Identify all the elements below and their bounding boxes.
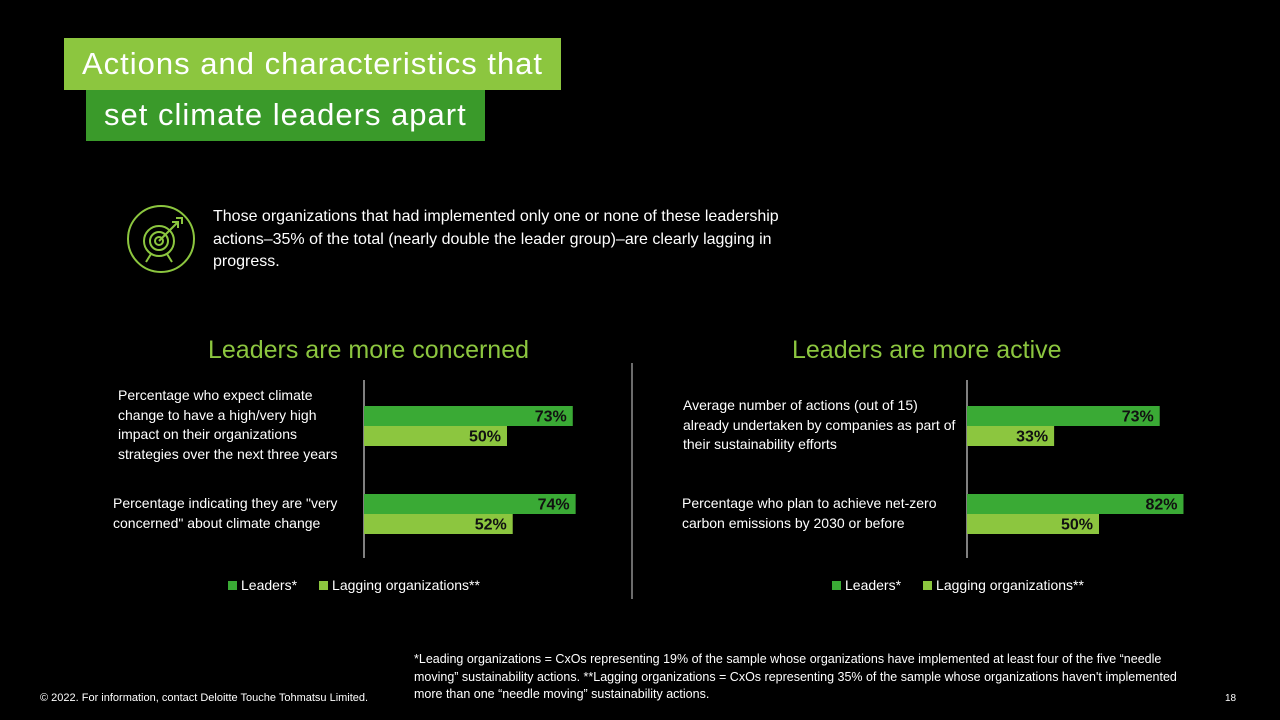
chart1-bar-lagging-1: [364, 426, 507, 446]
title-line-2: set climate leaders apart: [86, 90, 485, 141]
chart-divider: [631, 363, 633, 599]
chart2-category-label-2: Percentage who plan to achieve net-zero …: [682, 495, 937, 531]
chart2-data-label-lagging-2: 50%: [1061, 517, 1093, 534]
legend-swatch-lagging: [319, 580, 329, 590]
chart1-data-label-lagging-1: 50%: [469, 429, 501, 446]
legend-label-leaders: Leaders*: [241, 577, 298, 593]
chart1-bar-leaders-1: [364, 406, 573, 426]
legend-label-leaders: Leaders*: [845, 577, 902, 593]
chart1-data-label-leaders-2: 74%: [538, 497, 570, 514]
legend-label-lagging: Lagging organizations**: [936, 577, 1084, 593]
chart1-data-label-leaders-1: 73%: [535, 409, 567, 426]
chart1-bar-leaders-2: [364, 494, 576, 514]
title-line-1: Actions and characteristics that: [64, 38, 562, 90]
chart2-data-label-lagging-1: 33%: [1016, 429, 1048, 446]
chart2-bar-lagging-2: [967, 514, 1099, 534]
legend-item-lagging: Lagging organizations**: [319, 577, 480, 593]
chart1-category-label-1: Percentage who expect climate change to …: [118, 387, 338, 462]
target-icon: [127, 205, 195, 273]
legend-item-leaders: Leaders*: [228, 577, 297, 593]
legend-label-lagging: Lagging organizations**: [332, 577, 480, 593]
legend-swatch-lagging: [923, 580, 933, 590]
chart1-bar-lagging-2: [364, 514, 513, 534]
legend-swatch-leaders: [228, 580, 237, 590]
chart2-bar-leaders-2: [967, 494, 1184, 514]
chart-title-active: Leaders are more active: [792, 336, 1062, 364]
chart2-bar-lagging-1: [967, 426, 1055, 446]
chart2-category-label-1: Average number of actions (out of 15) al…: [683, 397, 956, 452]
chart2-data-label-leaders-1: 73%: [1122, 409, 1154, 426]
chart1-legend: Leaders* Lagging organizations**: [228, 577, 494, 593]
chart2-data-label-leaders-2: 82%: [1145, 497, 1177, 514]
chart1-category-label-2: Percentage indicating they are "very con…: [113, 495, 338, 531]
page-number: 18: [1225, 693, 1237, 704]
chart2-bar-leaders-1: [967, 406, 1160, 426]
chart2-legend: Leaders* Lagging organizations**: [832, 577, 1098, 593]
chart1-data-label-lagging-2: 52%: [475, 517, 507, 534]
footnote: *Leading organizations = CxOs representi…: [414, 652, 1177, 701]
legend-item-leaders: Leaders*: [832, 577, 901, 593]
legend-swatch-leaders: [832, 580, 841, 590]
chart-title-concerned: Leaders are more concerned: [208, 336, 530, 364]
intro-text: Those organizations that had implemented…: [213, 208, 779, 270]
legend-item-lagging: Lagging organizations**: [923, 577, 1084, 593]
copyright: © 2022. For information, contact Deloitt…: [40, 692, 369, 704]
